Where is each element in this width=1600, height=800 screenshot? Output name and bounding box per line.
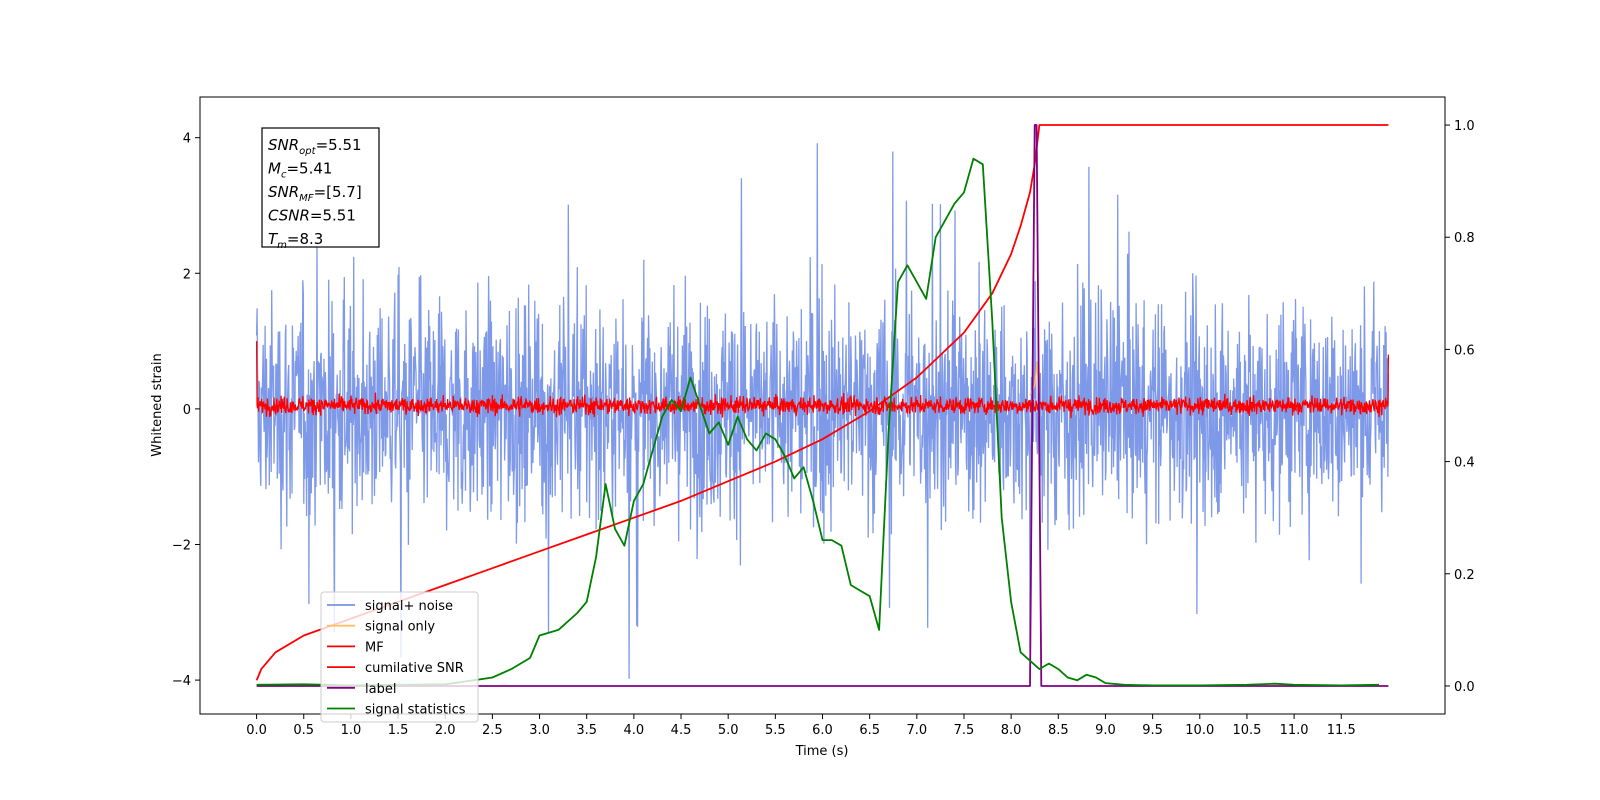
info-line-value: =8.3 (287, 230, 323, 248)
x-tick-label: 11.5 (1327, 723, 1356, 738)
legend-label: cumilative SNR (365, 661, 464, 676)
x-axis-ticks: 0.0 0.5 1.0 1.5 2.0 2.5 3.0 3.5 4.0 4.5 5.0 5.5 6.0 6… (246, 714, 1356, 738)
x-tick-label: 7.0 (906, 723, 927, 738)
y-right-tick-label: 0.0 (1454, 680, 1475, 695)
info-annotation-box: SNRopt=5.51Mc=5.41SNRMF=[5.7]CSNR=5.51Tm… (261, 127, 380, 251)
info-line: SNRopt=5.51 (268, 136, 362, 157)
y-left-tick-label: −2 (172, 538, 191, 553)
info-line-value: =5.41 (286, 160, 332, 178)
info-line-subscript: opt (299, 146, 316, 157)
x-tick-label: 4.0 (624, 723, 645, 738)
y-axis-left-ticks: 4 2 0 −2 −4 (172, 132, 200, 689)
legend: signal+ noise signal only MF cumilative SNR… (320, 591, 479, 723)
series-label (256, 124, 1389, 687)
legend-label: MF (365, 640, 384, 655)
x-tick-label: 8.5 (1048, 723, 1069, 738)
x-tick-label: 6.0 (812, 723, 833, 738)
x-tick-label: 2.0 (435, 723, 456, 738)
legend-item: cumilative SNR (327, 661, 464, 676)
x-tick-label: 0.5 (293, 723, 314, 738)
x-tick-label: 2.5 (482, 723, 503, 738)
y-right-tick-label: 0.8 (1454, 231, 1475, 246)
x-tick-label: 4.5 (671, 723, 692, 738)
legend-label: signal only (365, 620, 435, 635)
legend-frame (320, 591, 479, 723)
y-left-tick-label: 0 (183, 403, 191, 418)
legend-label: signal+ noise (365, 599, 453, 614)
info-line-subscript: m (277, 240, 287, 251)
y-axis-right-ticks: 1.0 0.8 0.6 0.4 0.2 0.0 (1445, 119, 1475, 695)
y-right-tick-label: 0.2 (1454, 568, 1475, 583)
info-line-symbol: CSNR (268, 207, 310, 225)
y-axis-label: Whitened strain (150, 353, 165, 456)
info-line: Mc=5.41 (268, 160, 332, 181)
legend-item: signal statistics (327, 703, 466, 718)
x-tick-label: 6.5 (859, 723, 880, 738)
y-right-tick-label: 1.0 (1454, 119, 1475, 134)
info-line-value: =[5.7] (314, 183, 362, 201)
info-line-value: =5.51 (310, 207, 356, 225)
info-line: SNRMF=[5.7] (268, 183, 362, 204)
info-line-subscript: c (281, 170, 287, 181)
x-tick-label: 10.0 (1185, 723, 1214, 738)
y-left-tick-label: −4 (172, 674, 191, 689)
legend-item: signal+ noise (327, 599, 453, 614)
y-right-tick-label: 0.4 (1454, 456, 1475, 471)
x-tick-label: 9.5 (1142, 723, 1163, 738)
legend-item: signal only (327, 620, 435, 635)
info-line-symbol: T (268, 230, 279, 248)
series-mf (255, 341, 1390, 419)
legend-label: label (365, 682, 396, 697)
info-line-symbol: M (268, 160, 281, 178)
x-tick-label: 0.0 (246, 723, 267, 738)
series-signal-statistics (256, 157, 1380, 687)
legend-label: signal statistics (365, 703, 466, 718)
y-left-tick-label: 4 (183, 132, 191, 147)
x-tick-label: 7.5 (954, 723, 975, 738)
legend-item: label (327, 682, 396, 697)
info-line-symbol: SNR (268, 183, 299, 201)
y-right-tick-label: 0.6 (1454, 343, 1475, 358)
legend-item: MF (327, 640, 384, 655)
x-tick-label: 1.0 (341, 723, 362, 738)
y-left-tick-label: 2 (183, 267, 191, 282)
info-box-frame (261, 127, 380, 248)
info-line-symbol: SNR (268, 136, 299, 154)
info-line: Tm=8.3 (268, 230, 323, 251)
x-axis-label: Time (s) (795, 744, 849, 759)
info-line: CSNR=5.51 (268, 207, 356, 225)
x-tick-label: 11.0 (1280, 723, 1309, 738)
x-tick-label: 3.0 (529, 723, 550, 738)
info-line-subscript: MF (299, 193, 314, 204)
x-tick-label: 9.0 (1095, 723, 1116, 738)
x-tick-label: 5.5 (765, 723, 786, 738)
x-tick-label: 8.0 (1001, 723, 1022, 738)
info-line-value: =5.51 (316, 136, 362, 154)
x-tick-label: 5.0 (718, 723, 739, 738)
x-tick-label: 10.5 (1232, 723, 1261, 738)
x-tick-label: 1.5 (388, 723, 409, 738)
x-tick-label: 3.5 (576, 723, 597, 738)
